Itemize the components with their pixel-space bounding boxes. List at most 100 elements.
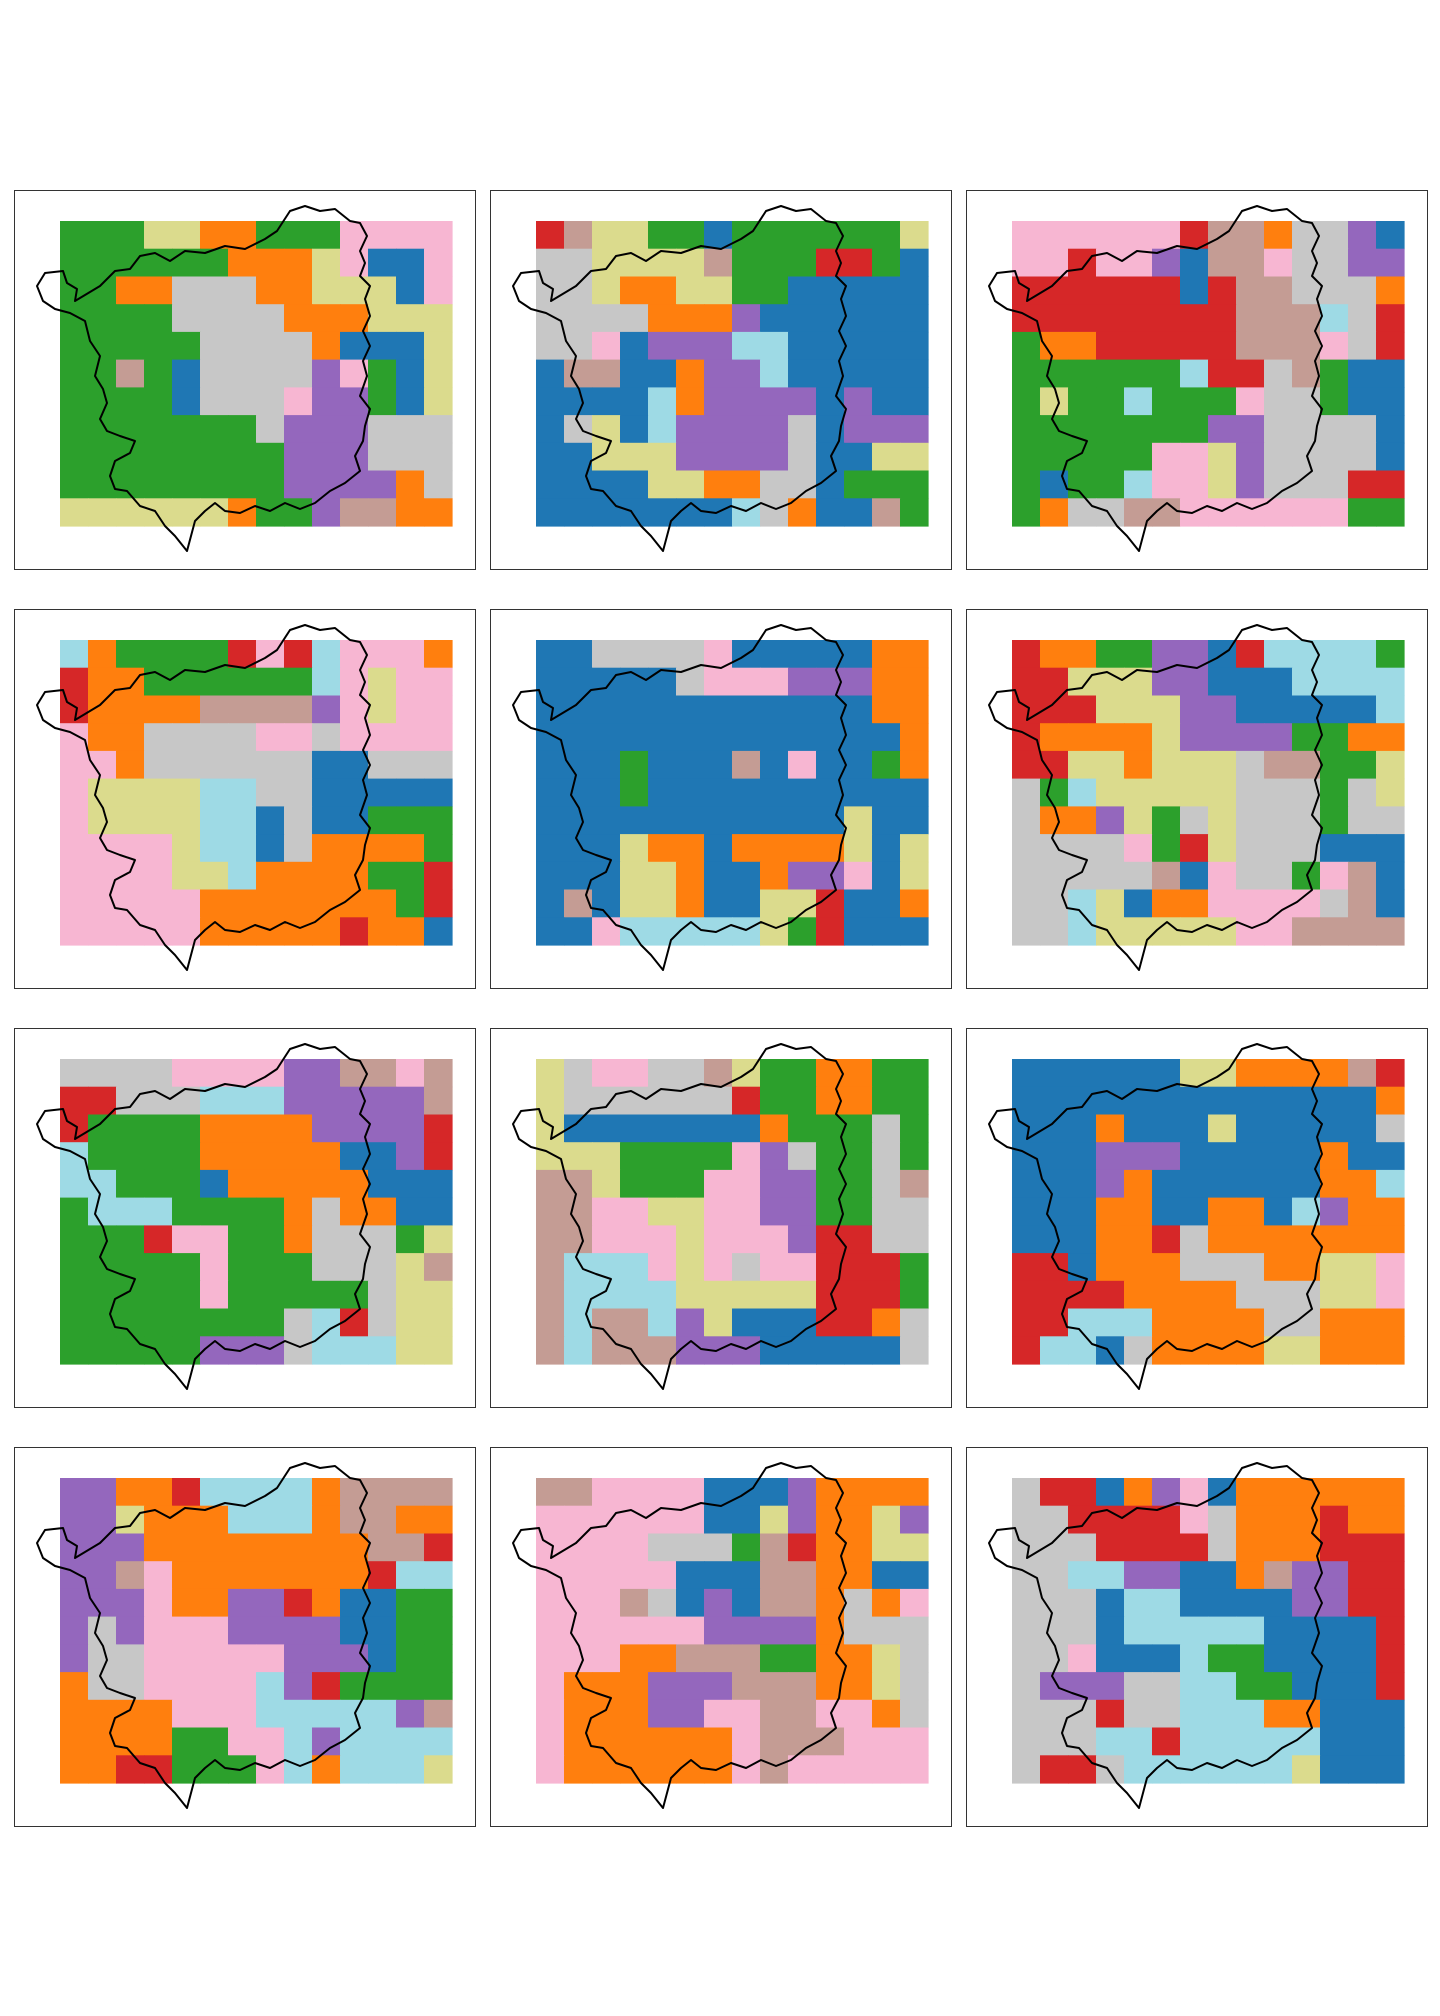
grid-cell (1376, 1727, 1405, 1756)
grid-cell (844, 1505, 873, 1534)
grid-cell (648, 1727, 677, 1756)
grid-cell (760, 1478, 789, 1507)
grid-cell (872, 695, 901, 724)
grid-cell (1068, 1505, 1097, 1534)
grid-cell (1124, 276, 1153, 305)
grid-cell (620, 1280, 649, 1310)
grid-cell (620, 248, 649, 277)
grid-cell (144, 1727, 173, 1756)
grid-cell (1124, 723, 1153, 752)
grid-cell (704, 276, 733, 305)
grid-cell (1068, 806, 1097, 835)
grid-cell (1124, 387, 1153, 416)
grid-cell (872, 1336, 901, 1365)
grid-cell (1180, 248, 1209, 277)
grid-cell (256, 1588, 285, 1618)
grid-cell (424, 470, 453, 499)
grid-cell (284, 1672, 313, 1701)
grid-cell (732, 442, 761, 472)
grid-cell (620, 723, 649, 752)
grid-cell (816, 221, 845, 250)
grid-cell (788, 1169, 817, 1199)
grid-cell (1376, 1533, 1405, 1562)
grid-cell (1124, 1280, 1153, 1310)
grid-cell (760, 723, 789, 752)
grid-cell (732, 667, 761, 696)
grid-cell (312, 834, 341, 863)
grid-cell (1320, 1561, 1349, 1590)
grid-cell (1096, 1197, 1125, 1226)
grid-cell (116, 723, 145, 752)
grid-cell (1376, 1253, 1405, 1282)
grid-cell (1208, 1727, 1237, 1756)
grid-cell (536, 470, 565, 499)
grid-cell (396, 304, 425, 333)
grid-cell (1292, 1505, 1321, 1534)
grid-cell (732, 1197, 761, 1226)
grid-cell (1012, 387, 1041, 416)
grid-cell (116, 1086, 145, 1115)
grid-cell (1236, 861, 1265, 891)
grid-cell (844, 304, 873, 333)
grid-cell (1124, 667, 1153, 696)
grid-cell (1152, 387, 1181, 416)
grid-cell (620, 834, 649, 863)
grid-cell (564, 1561, 593, 1590)
grid-cell (1292, 750, 1321, 780)
grid-cell (368, 1616, 397, 1645)
grid-cell (312, 1253, 341, 1282)
grid-cell (340, 1336, 369, 1365)
grid-cell (648, 1253, 677, 1282)
grid-cell (1376, 1561, 1405, 1590)
grid-cell (396, 834, 425, 863)
grid-cell (900, 1588, 929, 1618)
grid-cell (1040, 1253, 1069, 1282)
grid-cell (760, 1059, 789, 1088)
grid-cell (1180, 1225, 1209, 1254)
grid-cell (1152, 1142, 1181, 1171)
grid-cell (1320, 276, 1349, 305)
grid-cell (1124, 1533, 1153, 1562)
grid-cell (844, 1644, 873, 1673)
grid-cell (1264, 1561, 1293, 1590)
grid-cell (228, 667, 257, 696)
grid-cell (1124, 778, 1153, 807)
grid-cell (872, 640, 901, 669)
grid-cell (1236, 1672, 1265, 1701)
grid-cell (788, 1699, 817, 1729)
grid-cell (1068, 1197, 1097, 1226)
grid-cell (732, 750, 761, 780)
grid-cell (1152, 1533, 1181, 1562)
grid-cell (676, 889, 705, 918)
grid-cell (1180, 1280, 1209, 1310)
grid-cell (676, 304, 705, 333)
grid-cell (760, 442, 789, 472)
grid-cell (200, 1253, 229, 1282)
grid-cell (60, 1253, 89, 1282)
grid-cell (88, 861, 117, 891)
grid-cell (1152, 359, 1181, 388)
grid-cell (60, 248, 89, 277)
grid-cell (60, 1672, 89, 1701)
map-canvas (36, 1043, 453, 1390)
grid-cell (256, 1253, 285, 1282)
grid-cell (116, 750, 145, 780)
grid-cell (872, 1059, 901, 1088)
grid-cell (284, 1086, 313, 1115)
grid-cell (564, 1755, 593, 1784)
grid-cell (676, 834, 705, 863)
grid-cell (704, 1086, 733, 1115)
map-panel-4 (14, 609, 476, 989)
grid-cell (284, 1142, 313, 1171)
grid-cell (676, 221, 705, 250)
grid-cell (1320, 331, 1349, 361)
grid-cell (816, 640, 845, 669)
grid-cell (312, 1478, 341, 1507)
grid-cell (340, 667, 369, 696)
grid-cell (368, 1142, 397, 1171)
grid-cell (536, 1505, 565, 1534)
grid-cell (564, 248, 593, 277)
grid-cell (676, 1699, 705, 1729)
grid-cell (424, 1672, 453, 1701)
grid-cell (256, 889, 285, 918)
